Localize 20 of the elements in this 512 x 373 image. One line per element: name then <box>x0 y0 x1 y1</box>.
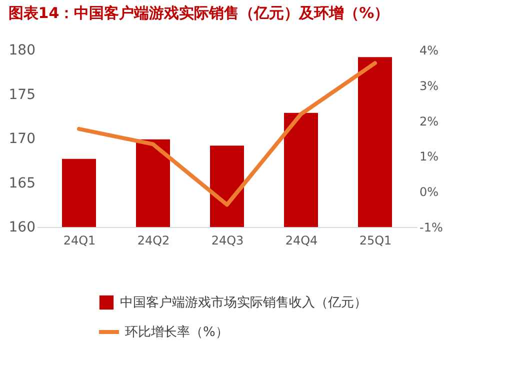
x-tick-label: 24Q3 <box>211 234 244 248</box>
y2-tick-label: 2% <box>420 114 439 128</box>
y-tick-label: 175 <box>8 86 36 103</box>
y2-tick-label: 3% <box>420 78 439 93</box>
y-tick-label: 160 <box>8 220 36 236</box>
x-tick-label: 24Q4 <box>285 234 318 248</box>
x-tick-label: 24Q1 <box>63 234 96 248</box>
y2-tick-label: -1% <box>420 220 443 234</box>
legend-label: 环比增长率（%） <box>125 324 228 340</box>
y2-tick-label: 0% <box>420 185 439 200</box>
x-tick-label: 25Q1 <box>359 234 392 248</box>
x-tick-label: 24Q2 <box>137 234 170 248</box>
y-tick-label: 180 <box>8 42 36 58</box>
y2-tick-label: 1% <box>420 150 439 164</box>
line-series <box>77 61 377 207</box>
y2-tick-label: 4% <box>420 44 439 58</box>
y-tick-label: 165 <box>8 175 36 192</box>
chart-title: 图表14：中国客户端游戏实际销售（亿元）及环增（%） <box>8 4 390 22</box>
legend-label: 中国客户端游戏市场实际销售收入（亿元） <box>120 294 367 310</box>
y-tick-label: 170 <box>8 131 36 147</box>
